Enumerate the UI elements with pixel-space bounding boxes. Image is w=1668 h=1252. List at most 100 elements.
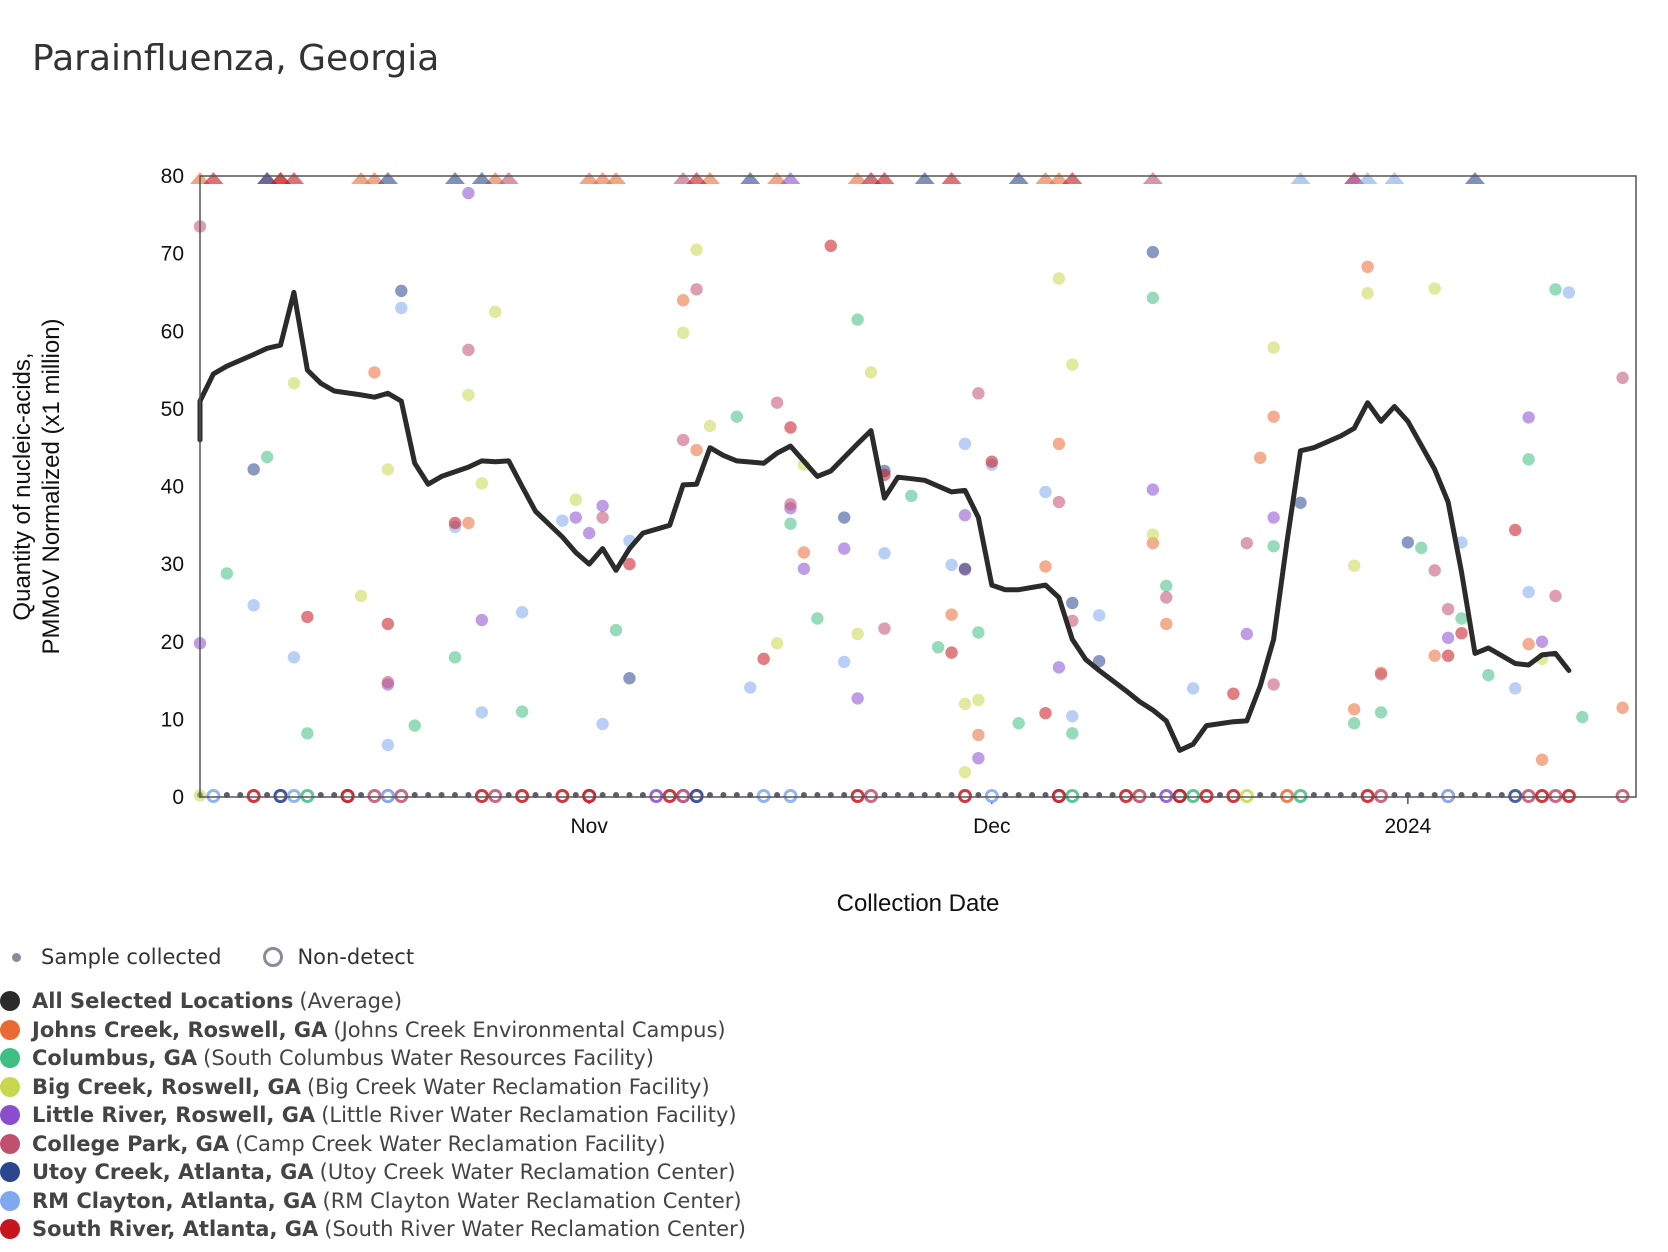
data-point xyxy=(1347,717,1361,730)
non-detect-marker xyxy=(1360,789,1375,803)
data-point xyxy=(596,717,609,731)
data-point xyxy=(1347,703,1361,716)
legend-non-detect[interactable]: Non-detect xyxy=(263,945,414,969)
data-point xyxy=(690,243,703,256)
legend-location-item[interactable]: College Park, GA (Camp Creek Water Reclam… xyxy=(0,1130,746,1159)
non-detect-marker xyxy=(286,789,301,803)
data-point xyxy=(395,284,408,298)
data-point xyxy=(1374,668,1388,681)
non-detect-marker xyxy=(662,789,677,803)
non-detect-marker xyxy=(515,789,530,803)
legend-location-item[interactable]: All Selected Locations (Average) xyxy=(0,987,746,1016)
data-point xyxy=(972,751,985,765)
data-point xyxy=(972,728,985,742)
data-point xyxy=(1482,668,1495,682)
data-point xyxy=(515,705,529,718)
x-tick-label: Dec xyxy=(973,815,1010,838)
data-point xyxy=(596,511,609,524)
legend-color-swatch xyxy=(0,1162,20,1183)
data-point xyxy=(1052,661,1066,674)
data-point xyxy=(837,655,851,669)
above-range-marker xyxy=(1048,172,1069,184)
data-point xyxy=(972,693,985,707)
data-point xyxy=(945,608,958,621)
data-point xyxy=(408,719,421,732)
data-point xyxy=(1616,371,1629,385)
y-axis-title-line: PMMoV Normalized (x1 million) xyxy=(38,318,65,654)
data-point xyxy=(1549,589,1562,603)
non-detect-marker xyxy=(246,789,261,803)
legend-location-item[interactable]: Little River, Roswell, GA (Little River W… xyxy=(0,1101,746,1130)
data-point xyxy=(784,421,797,434)
legend-color-swatch xyxy=(0,1076,20,1097)
non-detect-marker xyxy=(1172,789,1187,803)
x-tick-label: Nov xyxy=(571,815,609,838)
non-detect-marker xyxy=(984,789,999,803)
data-point xyxy=(1455,612,1468,625)
legend-location-item[interactable]: Johns Creek, Roswell, GA (Johns Creek Env… xyxy=(0,1016,746,1045)
above-range-marker xyxy=(861,172,882,184)
y-tick-label: 70 xyxy=(161,243,184,266)
above-range-marker xyxy=(351,172,372,184)
above-range-marker xyxy=(780,172,801,184)
data-point xyxy=(609,623,623,637)
legend-location-item[interactable]: RM Clayton, Atlanta, GA (RM Clayton Water… xyxy=(0,1187,746,1216)
above-range-marker xyxy=(847,172,868,184)
non-detect-ring-icon xyxy=(263,947,284,967)
above-range-marker xyxy=(444,172,465,184)
plot-frame xyxy=(199,175,1637,798)
data-point xyxy=(1240,536,1254,550)
data-point xyxy=(958,509,972,522)
data-point xyxy=(1092,609,1106,622)
data-point xyxy=(1267,678,1280,691)
non-detect-marker xyxy=(582,789,597,803)
non-detect-marker xyxy=(273,789,288,803)
non-detect-marker xyxy=(783,789,798,803)
data-point xyxy=(462,186,475,200)
non-detect-marker xyxy=(340,789,355,803)
x-axis: Nov Dec 2024 xyxy=(571,797,1432,838)
y-axis-title: Quantity of nucleic-acids, PMMoV Normaliz… xyxy=(9,318,65,654)
legend-color-swatch xyxy=(0,991,20,1012)
legend-location-detail: (Big Creek Water Reclamation Facility) xyxy=(306,1074,710,1099)
above-range-marker xyxy=(606,172,627,184)
non-detect-marker xyxy=(367,789,382,803)
y-tick-label: 0 xyxy=(172,786,184,809)
data-point xyxy=(972,387,985,400)
legend-location-item[interactable]: Utoy Creek, Atlanta, GA (Utoy Creek Water… xyxy=(0,1158,746,1187)
legend-location-name: RM Clayton, Atlanta, GA xyxy=(32,1188,317,1213)
legend-location-item[interactable]: South River, Atlanta, GA (South River Wat… xyxy=(0,1215,746,1244)
legend-label: Non-detect xyxy=(297,945,415,969)
above-range-marker xyxy=(283,172,304,184)
above-range-marker xyxy=(471,172,492,184)
data-point xyxy=(945,646,958,659)
legend-location-item[interactable]: Columbus, GA (South Columbus Water Resour… xyxy=(0,1044,746,1073)
y-tick-label: 50 xyxy=(161,398,184,421)
data-point xyxy=(475,477,489,490)
data-point xyxy=(1186,682,1200,695)
data-point xyxy=(1039,485,1052,499)
non-detect-marker xyxy=(1280,789,1295,803)
non-detect-marker xyxy=(1132,789,1147,803)
legend-sample-collected[interactable]: Sample collected xyxy=(12,945,221,969)
non-detect-marker xyxy=(394,789,409,803)
non-detect-marker xyxy=(1615,789,1630,803)
data-point xyxy=(1039,560,1052,573)
data-point xyxy=(1509,682,1522,695)
data-point xyxy=(837,542,851,555)
legend-color-swatch xyxy=(0,1190,20,1211)
data-point xyxy=(945,558,958,572)
data-point xyxy=(1092,654,1106,668)
data-point xyxy=(247,463,260,476)
non-detect-marker xyxy=(380,789,395,803)
data-point xyxy=(1522,453,1535,466)
data-point xyxy=(1240,627,1254,641)
data-point xyxy=(784,498,797,511)
y-tick-label: 20 xyxy=(161,631,184,654)
data-point xyxy=(287,377,301,390)
above-range-marker xyxy=(1344,172,1365,184)
data-point xyxy=(489,305,502,319)
chart-title: Parainfluenza, Georgia xyxy=(32,38,440,79)
legend-location-item[interactable]: Big Creek, Roswell, GA (Big Creek Water R… xyxy=(0,1073,746,1102)
above-range-marker xyxy=(592,172,613,184)
